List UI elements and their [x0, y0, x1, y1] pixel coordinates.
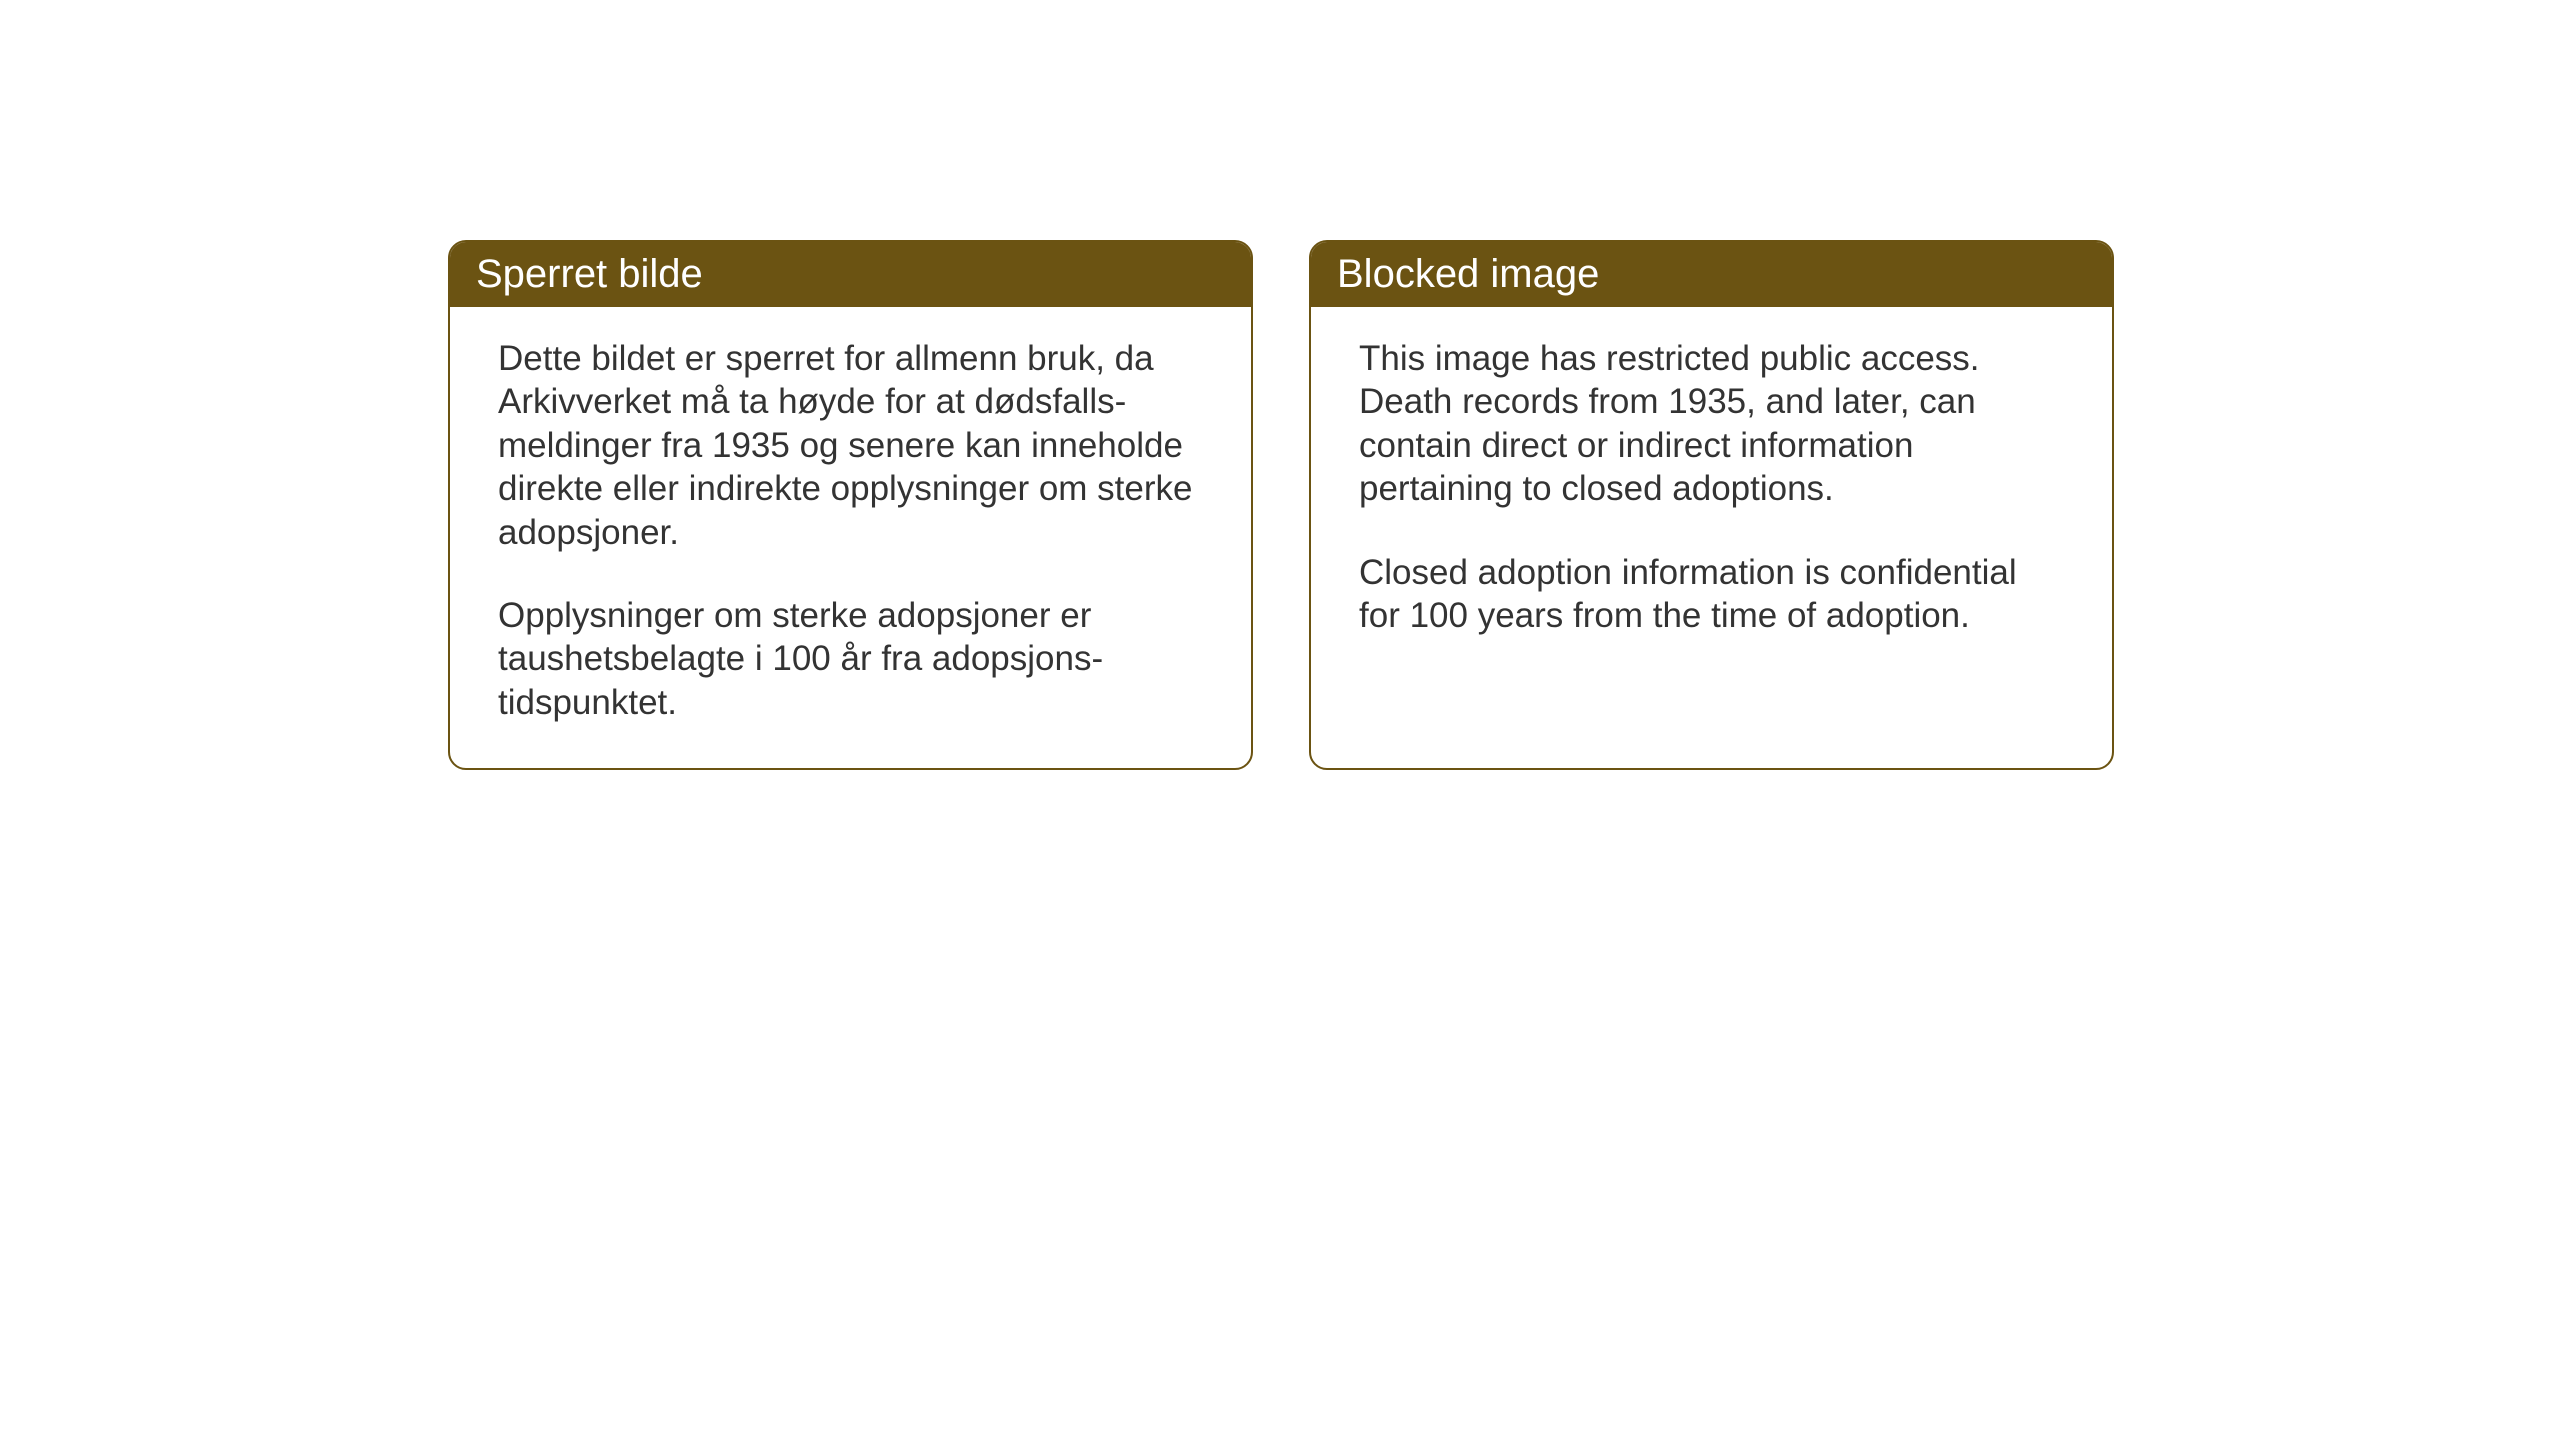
norwegian-paragraph-2: Opplysninger om sterke adopsjoner er tau…	[498, 594, 1203, 724]
english-card-body: This image has restricted public access.…	[1311, 307, 2112, 727]
english-paragraph-2: Closed adoption information is confident…	[1359, 551, 2064, 638]
norwegian-paragraph-1: Dette bildet er sperret for allmenn bruk…	[498, 337, 1203, 554]
norwegian-card-header: Sperret bilde	[450, 242, 1251, 307]
norwegian-card-body: Dette bildet er sperret for allmenn bruk…	[450, 307, 1251, 768]
notice-container: Sperret bilde Dette bildet er sperret fo…	[0, 0, 2560, 770]
norwegian-card-title: Sperret bilde	[476, 252, 703, 296]
english-card-header: Blocked image	[1311, 242, 2112, 307]
english-notice-card: Blocked image This image has restricted …	[1309, 240, 2114, 770]
english-card-title: Blocked image	[1337, 252, 1599, 296]
english-paragraph-1: This image has restricted public access.…	[1359, 337, 2064, 511]
norwegian-notice-card: Sperret bilde Dette bildet er sperret fo…	[448, 240, 1253, 770]
